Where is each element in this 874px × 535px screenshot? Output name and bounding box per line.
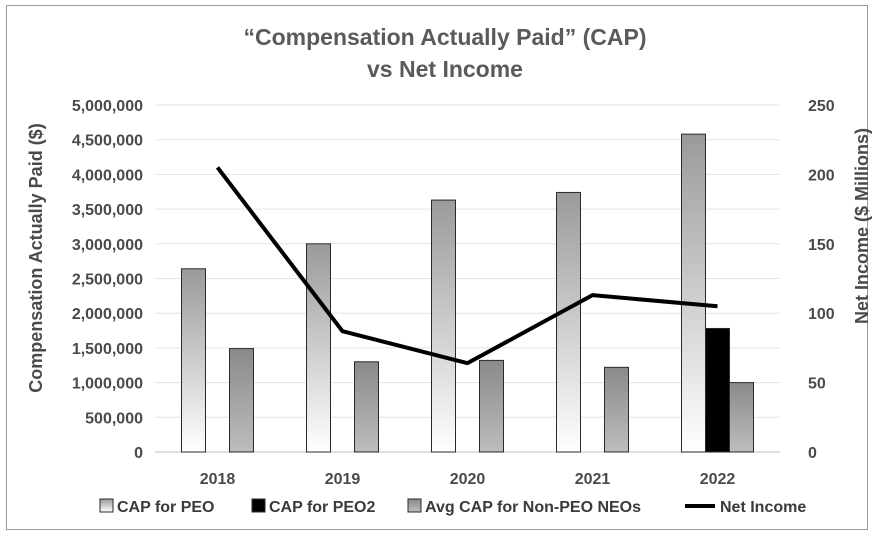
legend-label: CAP for PEO2 bbox=[269, 499, 376, 516]
y2-tick-label: 50 bbox=[808, 376, 826, 393]
x-tick-label: 2020 bbox=[450, 471, 486, 488]
bar-gradient-dark bbox=[229, 348, 254, 453]
y-tick-label: 3,000,000 bbox=[72, 237, 143, 254]
x-tick-label: 2021 bbox=[575, 471, 611, 488]
y-tick-label: 500,000 bbox=[85, 410, 143, 427]
y2-tick-label: 200 bbox=[808, 167, 835, 184]
y-tick-label: 5,000,000 bbox=[72, 98, 143, 115]
bar-gradient-dark bbox=[354, 361, 379, 453]
y-tick-label: 2,000,000 bbox=[72, 306, 143, 323]
y-axis-label: Compensation Actually Paid ($) bbox=[26, 123, 46, 392]
y-tick-label: 3,500,000 bbox=[72, 202, 143, 219]
x-tick-label: 2018 bbox=[200, 471, 236, 488]
bar-gradient-light bbox=[556, 191, 581, 453]
chart-title-line-1: “Compensation Actually Paid” (CAP) bbox=[244, 24, 647, 50]
legend: CAP for PEO CAP for PEO2 Avg CAP for Non-P… bbox=[99, 498, 806, 516]
bar-gradient-dark bbox=[729, 382, 754, 453]
y-tick-label: 2,500,000 bbox=[72, 272, 143, 289]
y-tick-label: 1,000,000 bbox=[72, 376, 143, 393]
bar-gradient-light bbox=[306, 243, 331, 453]
bar-gradient-light bbox=[431, 199, 456, 453]
chart-title-line-2: vs Net Income bbox=[367, 56, 523, 82]
tick-labels: 0 500,000 1,000,000 1,500,000 2,000,000 2,500… bbox=[72, 98, 835, 488]
bar-gradient-dark bbox=[479, 359, 504, 453]
bar-black bbox=[705, 327, 730, 453]
y2-tick-label: 250 bbox=[808, 98, 835, 115]
legend-swatch bbox=[407, 498, 422, 513]
y2-axis-label: Net Income ($ Millions) bbox=[852, 128, 872, 324]
x-tick-label: 2019 bbox=[325, 471, 361, 488]
y-tick-label: 4,500,000 bbox=[72, 133, 143, 150]
y2-tick-label: 0 bbox=[808, 445, 817, 462]
bar-gradient-dark bbox=[604, 366, 629, 453]
y-tick-label: 0 bbox=[134, 445, 143, 462]
legend-swatch bbox=[99, 498, 114, 513]
legend-label: Net Income bbox=[720, 499, 806, 516]
bar-gradient-light bbox=[181, 268, 206, 453]
gridlines bbox=[155, 104, 780, 453]
bars bbox=[181, 133, 754, 453]
y2-tick-label: 150 bbox=[808, 237, 835, 254]
legend-swatch bbox=[251, 498, 266, 513]
y-tick-label: 1,500,000 bbox=[72, 341, 143, 358]
x-tick-label: 2022 bbox=[700, 471, 736, 488]
net-income-line-layer bbox=[215, 166, 718, 366]
legend-label: Avg CAP for Non-PEO NEOs bbox=[425, 499, 641, 516]
net-income-line bbox=[215, 166, 718, 366]
legend-label: CAP for PEO bbox=[117, 499, 215, 516]
y2-tick-label: 100 bbox=[808, 306, 835, 323]
y-tick-label: 4,000,000 bbox=[72, 167, 143, 184]
bar-gradient-light bbox=[681, 133, 706, 453]
